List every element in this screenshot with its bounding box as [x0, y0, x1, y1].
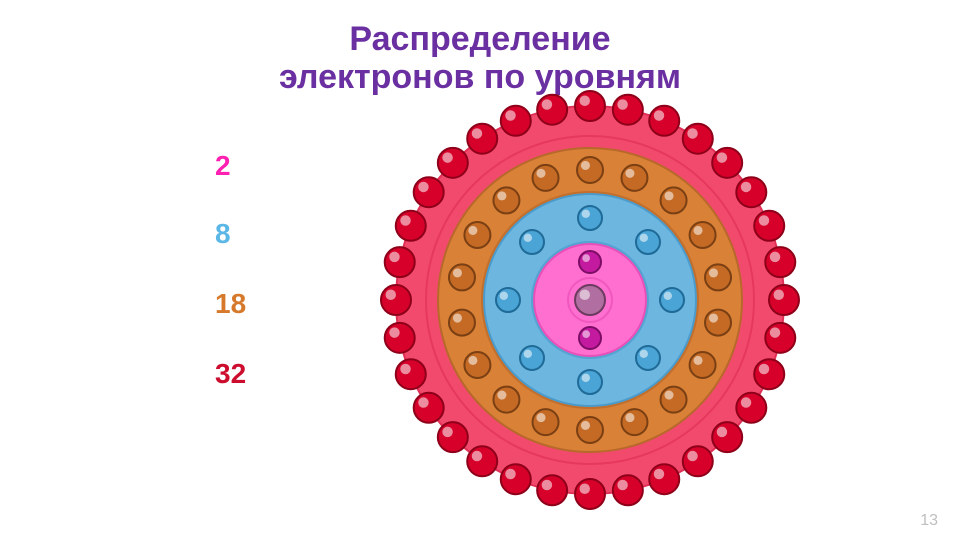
legend-item-18: 18	[215, 288, 246, 320]
legend-item-32: 32	[215, 358, 246, 390]
electron-shell-diagram	[370, 80, 810, 520]
title-line1: Распределение	[0, 20, 960, 59]
legend-item-2: 2	[215, 150, 231, 182]
page-number: 13	[920, 512, 938, 530]
legend-item-8: 8	[215, 218, 231, 250]
